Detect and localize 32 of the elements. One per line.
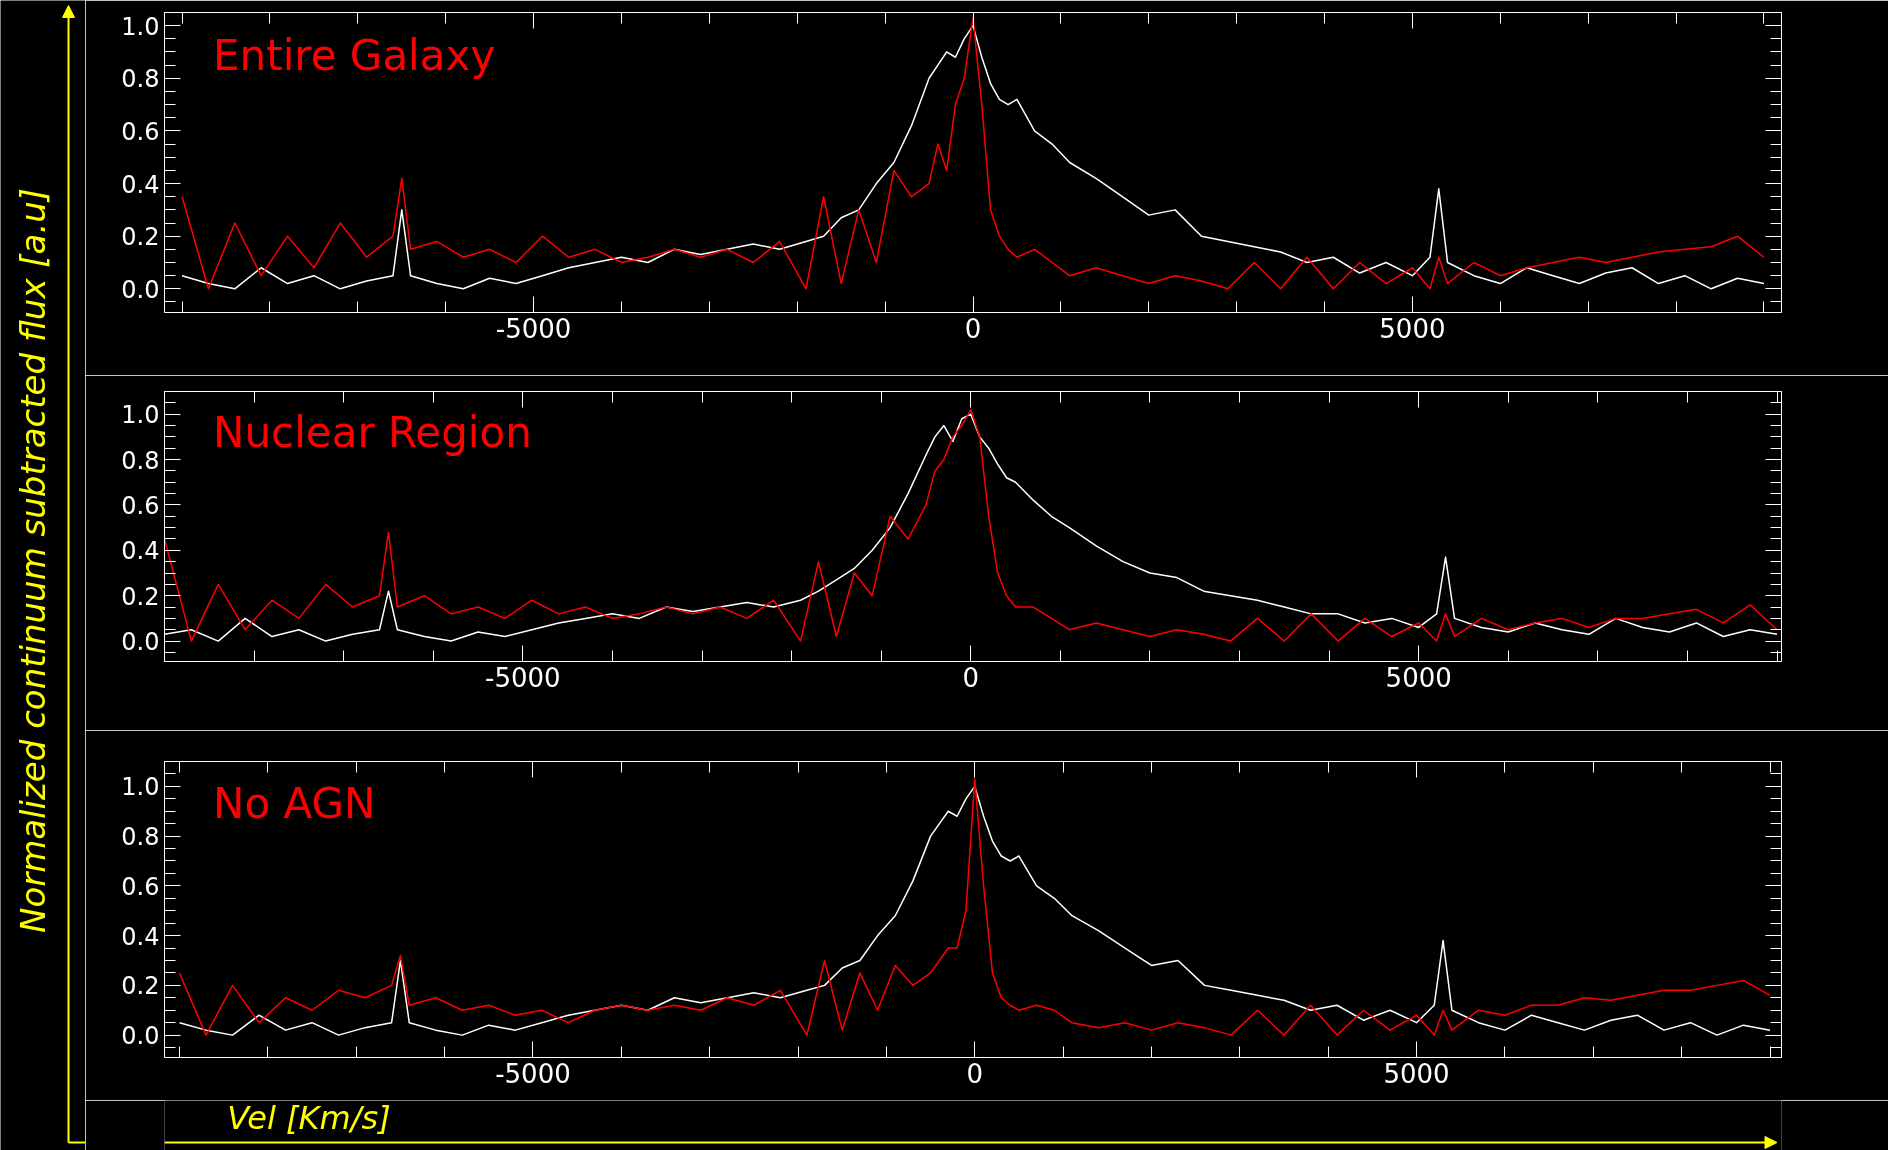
y-tick-label: 0.8 [121, 65, 160, 94]
x-tick-label: -5000 [485, 662, 561, 693]
x-tick-label: 5000 [1383, 1058, 1450, 1089]
y-tick-label: 0.0 [121, 628, 160, 657]
x-tick-label: -5000 [495, 1058, 571, 1089]
y-tick-label: 1.0 [121, 773, 160, 802]
y-tick-label: 0.2 [121, 972, 160, 1001]
y-tick-label: 0.4 [121, 170, 160, 199]
x-axis-title: Vel [Km/s] [227, 1098, 391, 1137]
y-tick-label: 1.0 [121, 401, 160, 430]
y-tick-label: 0.6 [121, 872, 160, 901]
chart-title: Nuclear Region [213, 407, 532, 457]
y-tick-label: 0.2 [121, 582, 160, 611]
x-tick-label: 5000 [1379, 313, 1446, 344]
y-tick-label: 0.4 [121, 537, 160, 566]
y-tick-label: 0.8 [121, 446, 160, 475]
x-tick-label: -5000 [495, 313, 572, 344]
y-tick-label: 0.0 [121, 275, 160, 304]
text: No AGN [213, 779, 376, 829]
y-tick-label: 0.6 [121, 491, 160, 520]
y-tick-label: 0.8 [121, 823, 160, 852]
x-tick-label: 0 [966, 1058, 984, 1089]
x-tick-label: 0 [962, 662, 980, 693]
y-tick-label: 0.6 [121, 117, 160, 146]
y-tick-label: 0.4 [121, 922, 160, 951]
y-tick-label: 0.2 [121, 223, 160, 252]
y-tick-label: 1.0 [121, 12, 160, 41]
y-tick-label: 0.0 [121, 1022, 160, 1051]
x-tick-label: 5000 [1385, 662, 1452, 693]
y-axis-title: Normalized continuum subtracted flux [a.u] [12, 187, 53, 934]
x-tick-label: 0 [964, 313, 982, 344]
text: Entire Galaxy [213, 30, 496, 80]
